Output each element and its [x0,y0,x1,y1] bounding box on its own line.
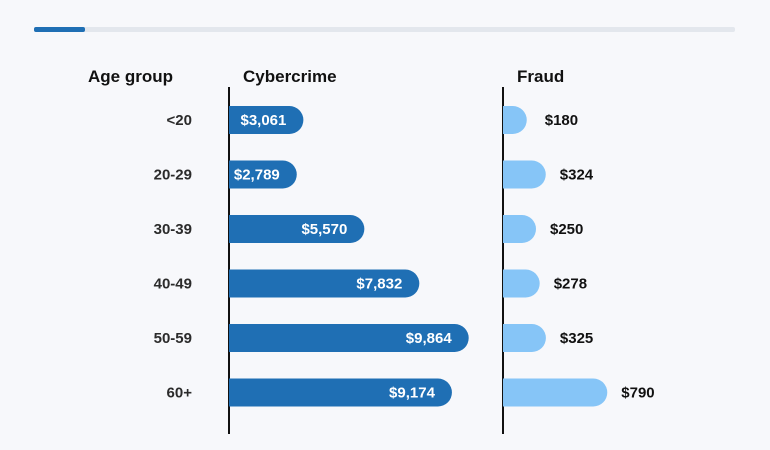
top-divider-accent [34,27,85,32]
fraud-bar [503,160,546,189]
cybercrime-bar [229,378,452,407]
fraud-value-label: $324 [560,167,594,184]
fraud-value-label: $325 [560,330,593,347]
fraud-value-label: $790 [621,385,654,402]
cybercrime-bar [229,160,297,189]
age-label: 30-39 [154,221,192,238]
cybercrime-value-label: $5,570 [301,221,347,238]
age-label: 50-59 [154,330,192,347]
cybercrime-value-label: $2,789 [234,167,280,184]
fraud-bar [503,215,536,243]
age-label: 40-49 [154,276,192,293]
cybercrime-bar [229,106,304,134]
chart-rows: <20 $3,061 $180 20-29 $2,789 $324 30-39 $5,570 $… [154,106,655,407]
fraud-value-label: $180 [545,112,578,129]
fraud-bar [503,106,527,134]
cybercrime-bar [229,215,365,243]
fraud-bar [503,269,540,298]
cybercrime-value-label: $7,832 [356,276,402,293]
cybercrime-value-label: $9,174 [389,385,436,402]
top-divider [34,27,735,32]
cybercrime-bar [229,324,469,352]
fraud-value-label: $250 [550,221,583,238]
fraud-value-label: $278 [554,276,587,293]
cybercrime-header: Cybercrime [243,67,337,86]
cybercrime-bar [229,269,420,298]
cybercrime-value-label: $9,864 [406,330,453,347]
age-label: <20 [167,112,192,129]
cybercrime-value-label: $3,061 [240,112,286,129]
age-label: 20-29 [154,167,192,184]
fraud-header: Fraud [517,67,564,86]
age-group-header: Age group [88,67,173,86]
age-label: 60+ [167,385,193,402]
fraud-bar [503,324,546,352]
fraud-bar [503,378,608,407]
